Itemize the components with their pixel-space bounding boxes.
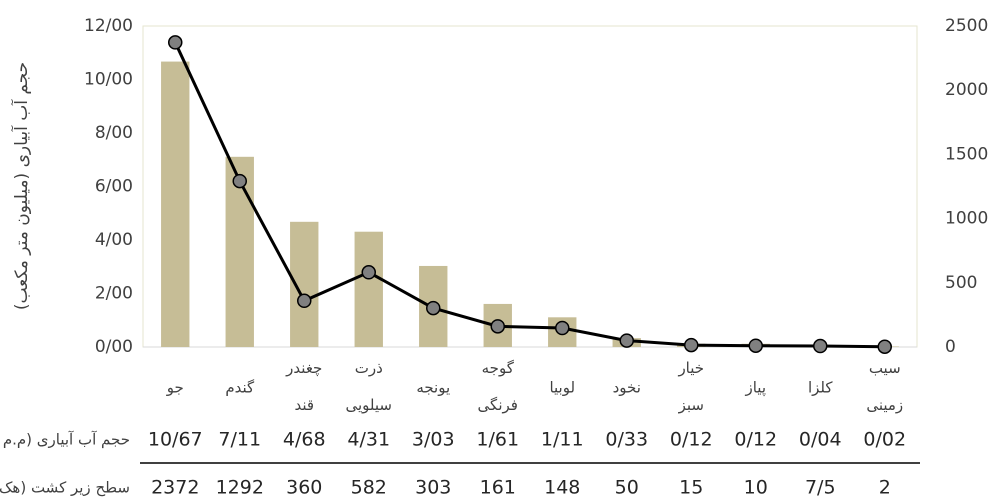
y2-tick-label: 2000 — [945, 80, 988, 100]
y-tick-label: 8/00 — [95, 123, 133, 143]
bar — [225, 156, 254, 347]
table-cell: 7/11 — [218, 429, 261, 451]
table-cell: 0/02 — [863, 429, 906, 451]
x-tick-label: نخود — [613, 379, 641, 397]
table-cell: 50 — [615, 477, 639, 498]
table-row-label: سطح زیر کشت (هک — [0, 479, 130, 497]
y-tick-label: 2/00 — [95, 284, 133, 304]
marker — [555, 320, 570, 336]
y2-tick-label: 1000 — [945, 209, 988, 229]
table-cell: 2372 — [151, 477, 199, 498]
y-tick-label: 12/00 — [84, 16, 133, 36]
table-cell: 10/67 — [148, 429, 203, 451]
table-cell: 303 — [415, 477, 451, 498]
table-cell: 0/33 — [605, 429, 648, 451]
table-cell: 3/03 — [412, 429, 455, 451]
table-cell: 582 — [351, 477, 387, 498]
x-tick-label: جو — [166, 379, 184, 397]
marker — [426, 300, 441, 316]
y-axis-label: حجم آب آبیاری (میلیون متر مکعب) — [10, 62, 32, 310]
y-tick-label: 10/00 — [84, 70, 133, 90]
y-tick-label: 0/00 — [95, 337, 133, 357]
x-tick-label: پیاز — [744, 379, 766, 398]
y-tick-label: 4/00 — [95, 230, 133, 250]
table-cell: 4/68 — [283, 429, 326, 451]
x-tick-label: کلزا — [808, 379, 833, 397]
bar — [161, 61, 190, 347]
y2-tick-label: 1500 — [945, 144, 988, 164]
table-cell: 4/31 — [347, 429, 390, 451]
y-tick-label: 6/00 — [95, 177, 133, 197]
table-cell: 15 — [679, 477, 703, 498]
table-cell: 0/12 — [670, 429, 713, 451]
y2-tick-label: 500 — [945, 273, 977, 293]
table-cell: 7/5 — [805, 477, 836, 498]
x-tick-label: سیب زمینی — [866, 359, 903, 414]
table-cell: 0/04 — [799, 429, 842, 451]
marker — [297, 293, 312, 309]
y2-tick-label: 2500 — [945, 16, 988, 36]
marker — [684, 337, 699, 353]
x-tick-label: گوجه فرنگی — [478, 359, 518, 414]
table-cell: 360 — [286, 477, 322, 498]
marker — [748, 338, 763, 353]
marker — [490, 319, 505, 334]
x-tick-label: چغندر قند — [285, 359, 322, 414]
x-tick-label: گندم — [225, 379, 255, 397]
x-tick-label: لوبیا — [549, 379, 575, 397]
bar — [354, 231, 383, 347]
line — [173, 41, 885, 349]
table-cell: 1/11 — [541, 429, 584, 451]
marker — [877, 339, 892, 354]
marker — [232, 173, 247, 189]
table-cell: 1/61 — [476, 429, 519, 451]
table-cell: 10 — [744, 477, 768, 498]
marker — [813, 338, 828, 354]
plot-frame — [142, 25, 918, 348]
marker — [619, 333, 634, 348]
table-cell: 1292 — [216, 477, 264, 498]
marker — [361, 265, 376, 280]
table-cell: 161 — [480, 477, 516, 498]
x-tick-label: یونجه — [416, 379, 450, 397]
x-tick-label: ذرت سیلویی — [346, 359, 393, 414]
table-cell: 2 — [879, 477, 891, 498]
table-row-label: حجم آب آبیاری (م.م — [3, 431, 130, 449]
marker — [168, 35, 183, 50]
table-cell: 0/12 — [734, 429, 777, 451]
table-cell: 148 — [544, 477, 580, 498]
x-tick-label: خیار سبز — [677, 359, 704, 414]
y2-tick-label: 0 — [945, 337, 956, 357]
